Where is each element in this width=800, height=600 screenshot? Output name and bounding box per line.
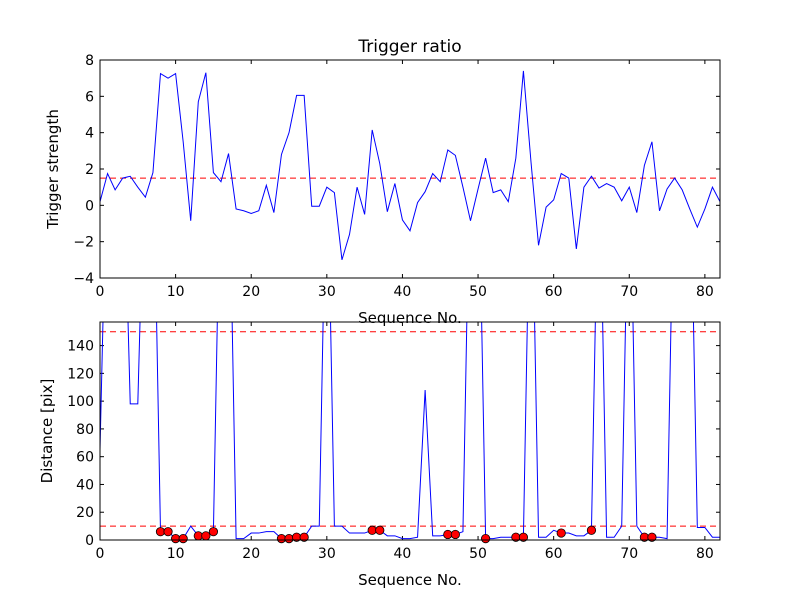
y-tick-label: 0 (85, 533, 94, 549)
marker-point (443, 529, 453, 540)
x-tick-label: 40 (394, 284, 412, 300)
marker-point (586, 525, 597, 535)
y-axis-label: Distance [pix] (38, 379, 56, 484)
x-tick-label: 20 (242, 284, 260, 300)
x-tick-label: 40 (394, 546, 412, 562)
x-axis-label: Sequence No. (358, 309, 462, 327)
x-tick-label: 80 (696, 546, 714, 562)
y-tick-label: 0 (85, 198, 94, 214)
y-tick-label: −4 (73, 271, 94, 287)
threshold-lines (100, 331, 720, 527)
y-tick-label: 40 (76, 477, 94, 493)
y-tick-label: 60 (76, 450, 94, 466)
distance-chart: Distance [pix] Sequence No. 0 10 20 30 40 50 6… (38, 321, 721, 589)
x-tick-label: 60 (545, 546, 563, 562)
x-tick-label: 50 (469, 546, 487, 562)
axis-ticks: 0 10 20 30 40 50 60 70 80 0 20 40 60 80 100 120 140 (67, 322, 720, 562)
trigger-ratio-chart: Trigger ratio Trigger strength Sequence … (44, 37, 721, 327)
x-tick-label: 60 (545, 284, 563, 300)
series-lines (100, 70, 720, 260)
marker-point (201, 531, 211, 541)
y-tick-label: 120 (67, 366, 94, 382)
x-tick-label: 10 (167, 546, 185, 562)
axis-ticks: 0 10 20 30 40 50 60 70 80 −4 −2 0 2 4 6 8 (73, 53, 720, 300)
x-tick-label: 70 (620, 546, 638, 562)
marker-point (276, 534, 287, 544)
plot-frame (99, 59, 721, 279)
y-tick-label: 4 (85, 126, 94, 142)
x-tick-label: 30 (318, 284, 336, 300)
y-tick-label: 20 (76, 505, 94, 521)
x-axis-label: Sequence No. (358, 571, 462, 589)
y-tick-label: −2 (73, 235, 94, 251)
marker-point (367, 525, 377, 535)
y-tick-label: 6 (85, 89, 94, 105)
detection-markers (155, 525, 657, 544)
marker-point (481, 534, 491, 544)
y-axis-label: Trigger strength (44, 109, 62, 230)
series-line (100, 70, 720, 260)
x-tick-label: 70 (620, 284, 638, 300)
marker-point (155, 527, 166, 537)
y-tick-label: 80 (76, 422, 94, 438)
x-tick-label: 20 (242, 546, 260, 562)
plot-frame (99, 321, 721, 541)
marker-point (556, 528, 566, 538)
marker-point (178, 534, 188, 544)
y-tick-label: 8 (85, 53, 94, 69)
marker-point (171, 534, 181, 544)
y-tick-label: 140 (67, 339, 94, 355)
marker-point (163, 527, 173, 537)
marker-point (375, 525, 385, 535)
marker-point (299, 532, 309, 542)
marker-point (647, 532, 657, 542)
marker-point (193, 531, 203, 541)
x-tick-label: 0 (96, 546, 105, 562)
marker-point (208, 527, 219, 537)
y-tick-label: 2 (85, 162, 94, 178)
marker-point (450, 529, 460, 540)
chart-title: Trigger ratio (357, 37, 461, 57)
x-tick-label: 0 (96, 284, 105, 300)
marker-point (284, 534, 294, 544)
marker-point (518, 532, 529, 542)
y-tick-label: 100 (67, 394, 94, 410)
x-tick-label: 30 (318, 546, 336, 562)
x-tick-label: 10 (167, 284, 185, 300)
x-tick-label: 50 (469, 284, 487, 300)
x-tick-label: 80 (696, 284, 714, 300)
